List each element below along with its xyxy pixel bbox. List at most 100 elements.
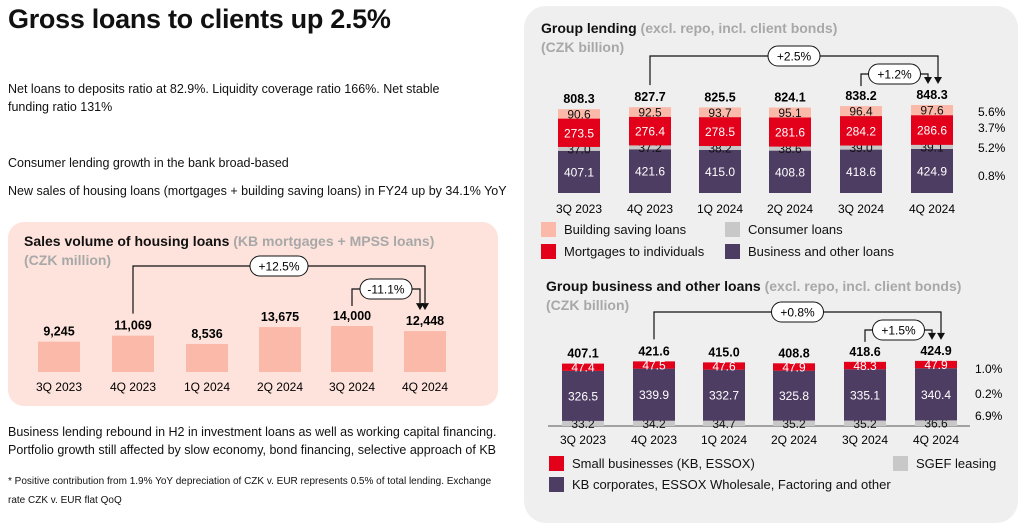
lending-annotation-yoy-pill — [767, 45, 821, 67]
housing-category-label: 4Q 2023 — [110, 380, 156, 394]
business-segment — [703, 362, 745, 370]
business-segment — [562, 420, 604, 426]
lending-segment — [769, 117, 811, 147]
lending-segment — [699, 107, 741, 118]
housing-annotation-qoq-arrow — [416, 303, 424, 311]
business-segment-label: 339.9 — [639, 388, 669, 402]
business-total-label: 415.0 — [708, 345, 739, 359]
housing-value-label: 8,536 — [191, 327, 222, 341]
housing-bar — [259, 327, 301, 372]
lending-segment-label: 281.6 — [775, 126, 805, 140]
business-total-label: 418.6 — [849, 345, 880, 359]
lending-annotation-qoq-pill — [868, 63, 921, 85]
lending-segment — [911, 148, 953, 193]
group-lending-unit: (CZK billion) — [541, 39, 625, 55]
lending-segment — [558, 109, 600, 119]
legend-swatch — [725, 244, 740, 259]
lending-total-label: 848.3 — [916, 88, 947, 102]
business-segment — [844, 369, 886, 421]
housing-bar — [404, 331, 446, 372]
legend-label: Business and other loans — [748, 244, 894, 259]
housing-chart-subtitle: (KB mortgages + MPSS loans) — [233, 233, 435, 249]
lending-segment-label: 97.6 — [920, 104, 944, 118]
business-segment — [844, 420, 886, 426]
housing-annotation-qoq-pill — [359, 278, 413, 300]
business-segment-label: 47.9 — [924, 358, 948, 372]
lending-segment — [769, 146, 811, 151]
legend-item-mortgages: Mortgages to individuals — [541, 244, 704, 259]
lending-segment-label: 90.6 — [567, 107, 591, 121]
lending-growth-label: 3.7% — [978, 121, 1006, 135]
lending-segment — [840, 116, 882, 146]
housing-annotation-yoy-label: +12.5% — [258, 260, 299, 274]
consumer-text: Consumer lending growth in the bank broa… — [8, 156, 289, 170]
legend-swatch — [541, 244, 556, 259]
legend-label: Mortgages to individuals — [564, 244, 705, 259]
business-total-label: 421.6 — [638, 344, 669, 358]
lending-segment-label: 408.8 — [775, 165, 805, 179]
lending-category-label: 4Q 2024 — [909, 202, 955, 216]
business-category-label: 4Q 2024 — [913, 433, 959, 447]
housing-value-label: 12,448 — [406, 314, 444, 328]
housing-bar — [112, 335, 154, 372]
business-segment — [562, 370, 604, 421]
housing-value-label: 14,000 — [333, 309, 371, 323]
lending-total-label: 808.3 — [563, 92, 594, 106]
business-loans-unit: (CZK billion) — [546, 297, 630, 313]
housing-chart-unit: (CZK million) — [24, 252, 112, 268]
business-segment — [703, 420, 745, 426]
legend-swatch — [549, 477, 564, 492]
business-growth-label: 1.0% — [975, 362, 1003, 376]
lending-segment — [558, 146, 600, 151]
lending-segment-label: 407.1 — [564, 165, 594, 179]
lending-segment — [699, 146, 741, 150]
business-segment — [633, 420, 675, 426]
lending-growth-label: 5.2% — [978, 141, 1006, 155]
lending-segment — [840, 106, 882, 117]
lending-category-label: 1Q 2024 — [697, 202, 743, 216]
lending-segment — [558, 118, 600, 147]
legend-item-consumer: Consumer loans — [725, 222, 843, 237]
business-segment-label: 47.9 — [782, 360, 806, 374]
business-annotation-yoy-arrow — [937, 332, 945, 340]
lending-segment-label: 93.7 — [708, 106, 732, 120]
lending-growth-label: 5.6% — [978, 105, 1006, 119]
lending-segment — [769, 150, 811, 193]
lending-annotation-yoy-label: +2.5% — [777, 50, 812, 64]
business-segment-label: 47.4 — [571, 361, 595, 375]
housing-sales-panel — [8, 222, 498, 406]
housing-bar — [186, 343, 228, 372]
lending-annotation-yoy-arrow — [934, 77, 942, 85]
legend-label: KB corporates, ESSOX Wholesale, Factorin… — [572, 477, 891, 492]
business-segment-label: 340.4 — [921, 388, 951, 402]
legend-item-small-business: Small businesses (KB, ESSOX) — [549, 456, 755, 471]
lending-segment-label: 415.0 — [705, 165, 735, 179]
business-segment-label: 47.6 — [712, 360, 736, 374]
lending-total-label: 827.7 — [634, 90, 665, 104]
business-segment-label: 335.1 — [850, 388, 880, 402]
group-lending-subtitle: (excl. repo, incl. client bonds) — [640, 20, 838, 36]
housing-annotation-yoy-pill — [249, 255, 309, 277]
business-segment — [633, 368, 675, 421]
page-title: Gross loans to clients up 2.5% — [8, 4, 391, 34]
lending-segment-label: 418.6 — [846, 165, 876, 179]
business-annotation-yoy-pill — [771, 301, 824, 323]
legend-swatch — [549, 456, 564, 471]
housing-category-label: 1Q 2024 — [184, 380, 230, 394]
lending-category-label: 3Q 2023 — [556, 202, 602, 216]
business-segment — [562, 363, 604, 371]
group-lending-title: Group lending — [541, 20, 637, 36]
housing-bar — [38, 341, 80, 372]
lending-panel — [524, 6, 1018, 523]
lending-segment — [629, 116, 671, 146]
business-annotation-qoq-label: +1.5% — [881, 324, 916, 338]
business-loans-title: Group business and other loans — [546, 278, 761, 294]
business-text: Business lending rebound in H2 in invest… — [8, 425, 497, 457]
housing-annotation-qoq-label: -11.1% — [367, 283, 404, 297]
lending-segment-label: 92.5 — [638, 105, 662, 119]
business-segment — [773, 370, 815, 421]
lending-segment-label: 95.1 — [778, 106, 802, 120]
legend-item-building-saving: Building saving loans — [541, 222, 686, 237]
lending-total-label: 825.5 — [704, 90, 735, 104]
